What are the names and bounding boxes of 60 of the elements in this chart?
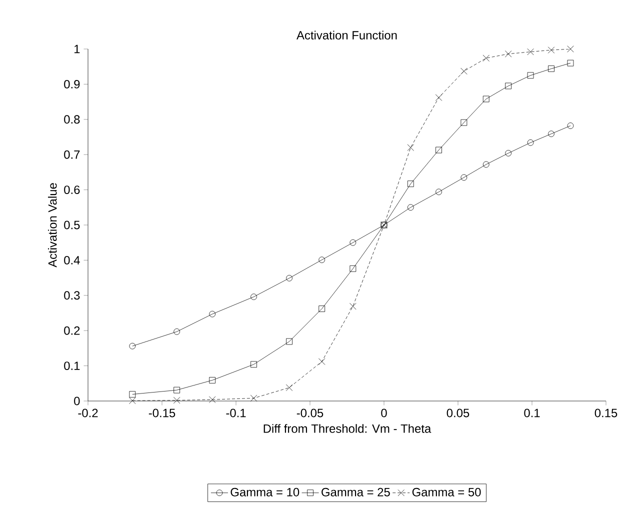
x-tick-label: -0.05 [296, 408, 324, 418]
point [250, 361, 257, 368]
point [548, 66, 554, 72]
y-tick-label: 0 [74, 396, 80, 406]
y-tick-label: 0.4 [64, 256, 80, 264]
point [286, 384, 293, 391]
y-tick-label: 1 [74, 44, 80, 54]
legend-label: Gamma = 50 [412, 488, 481, 496]
point [286, 274, 292, 282]
x-tick-label: -0.15 [148, 408, 176, 418]
point [567, 60, 574, 66]
point [350, 265, 356, 272]
y-axis-title: Activation Value [48, 183, 57, 268]
chart-title: Activation Function [296, 30, 397, 40]
point [209, 377, 216, 384]
y-tick-label: 0.3 [64, 291, 80, 300]
y-tick-label: 0.7 [64, 150, 80, 159]
point [407, 204, 414, 211]
point [505, 82, 512, 90]
point [129, 342, 136, 350]
point [174, 328, 180, 335]
point [318, 256, 326, 264]
x-tick-label: 0.05 [446, 408, 470, 418]
x-tick-label: 0.1 [524, 408, 540, 418]
legend-label: Gamma = 25 [322, 488, 390, 496]
point [527, 72, 534, 79]
point [567, 122, 574, 129]
point [436, 188, 442, 196]
point [318, 306, 326, 312]
x-tick-label: 0.15 [594, 408, 618, 418]
x-tick-label: 0 [381, 408, 387, 418]
point [435, 94, 442, 101]
point [527, 139, 534, 146]
y-tick-label: 0.8 [64, 115, 80, 124]
y-tick-label: 0.1 [64, 362, 80, 370]
x-tick-label: -0.2 [78, 408, 98, 418]
point [460, 119, 468, 126]
point [548, 46, 555, 54]
point [407, 180, 414, 188]
x-tick-label: -0.1 [226, 408, 246, 418]
point [318, 358, 326, 365]
point [250, 294, 257, 300]
point [174, 386, 180, 394]
y-tick-label: 0.5 [64, 220, 80, 230]
point [460, 174, 468, 181]
point [208, 396, 216, 403]
y-tick-label: 0.6 [64, 186, 80, 194]
point [482, 96, 490, 102]
y-tick-label: 0.9 [64, 80, 80, 88]
point [209, 310, 216, 318]
point [129, 391, 136, 398]
point [436, 146, 442, 154]
point [350, 239, 356, 246]
point [505, 150, 512, 156]
y-tick-label: 0.2 [64, 326, 80, 335]
point [548, 130, 554, 138]
point [482, 161, 490, 168]
x-axis-title: Diff from Threshold: Vm - Theta [264, 424, 432, 433]
legend-label: Gamma = 10 [230, 488, 300, 496]
point [286, 338, 292, 345]
